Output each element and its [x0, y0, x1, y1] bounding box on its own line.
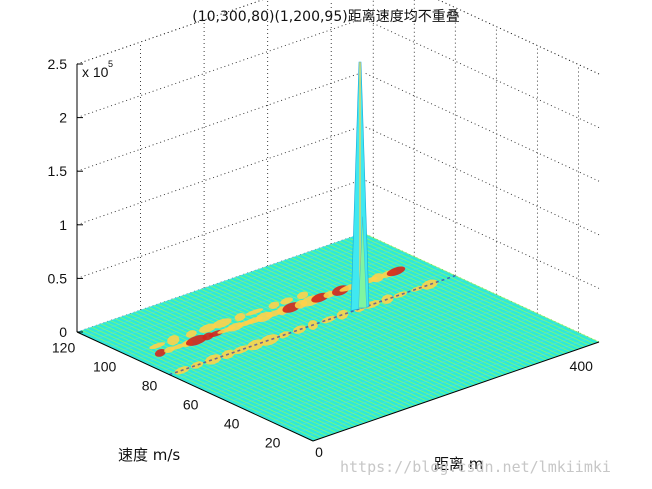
grid-line [363, 126, 599, 235]
y-axis-label: 速度 m/s [118, 446, 180, 464]
z-tick-label: 0 [59, 324, 67, 340]
grid-line [363, 72, 599, 181]
x-tick-label: 0 [315, 444, 323, 460]
z-tick-label: 2.5 [48, 56, 68, 72]
watermark: https://blog.csdn.net/lmkiimki [340, 458, 611, 476]
y-tick-label: 60 [183, 397, 199, 413]
z-tick-label: 1 [59, 217, 67, 233]
y-tick-label: 120 [52, 340, 76, 356]
y-tick-label: 80 [142, 378, 158, 394]
grid-line [77, 72, 363, 171]
grid-line [77, 19, 363, 118]
grid-line [77, 126, 363, 225]
z-scale-exponent: 5 [108, 59, 113, 69]
z-tick-label: 2 [59, 110, 67, 126]
z-tick-label: 1.5 [48, 163, 68, 179]
z-scale-label: x 10 [82, 64, 109, 80]
x-tick-label: 400 [570, 358, 594, 374]
z-axis-ticks: 0 0.5 1 1.5 2 2.5 [48, 56, 83, 340]
y-tick-label: 40 [224, 416, 240, 432]
grid-line [363, 19, 599, 128]
y-tick-label: 100 [93, 359, 117, 375]
z-tick-label: 0.5 [48, 270, 68, 286]
y-tick-label: 20 [265, 435, 281, 451]
